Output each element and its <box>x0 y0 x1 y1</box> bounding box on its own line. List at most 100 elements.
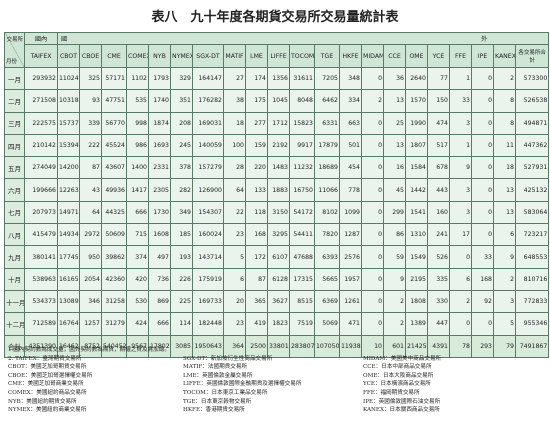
notes: 1.國內契約數為成交量，國外契約數為期貨，期權之買及賣加總。 2. TAIFEX… <box>8 346 548 415</box>
value-cell: 182448 <box>192 312 224 336</box>
value-cell: 14971 <box>57 200 80 225</box>
legend: 2. TAIFEX：臺灣期貨交易所 CBOT：美國芝加哥期貨交易所 CBOE：美國芝… <box>8 355 548 415</box>
value-cell: 126900 <box>192 178 224 202</box>
column-header: NYB <box>148 44 171 68</box>
value-cell: 118 <box>245 200 268 225</box>
month-cell: 四月 <box>4 133 25 158</box>
value-cell: 31279 <box>101 312 127 336</box>
value-cell: 1608 <box>148 223 171 247</box>
value-cell: 17802 <box>148 334 171 358</box>
column-header: LIFFE <box>267 44 290 68</box>
value-cell: 93 <box>79 89 102 113</box>
value-cell: 772833 <box>514 289 550 314</box>
value-cell: 174 <box>245 66 268 91</box>
value-cell: 0 <box>471 200 494 225</box>
value-cell: 6369 <box>314 289 340 314</box>
value-cell: 175919 <box>192 267 224 291</box>
group-header: 國外 <box>56 32 550 45</box>
month-cell: 十一月 <box>4 289 25 314</box>
value-cell: 43607 <box>101 156 127 180</box>
column-header: COMEX <box>126 44 149 68</box>
value-cell: 1570 <box>405 89 428 113</box>
value-cell: 497 <box>148 245 171 269</box>
value-cell: 10 <box>361 334 384 358</box>
column-header: MIDAM <box>361 44 384 68</box>
value-cell: 15823 <box>289 111 315 135</box>
value-cell: 2331 <box>148 156 171 180</box>
table-row: 三月 222575 15737 339 56770 998 1874 208 169031 18 2… <box>4 111 550 135</box>
value-cell: 0 <box>361 133 384 158</box>
value-cell: 6 <box>449 267 472 291</box>
value-cell: 494871 <box>514 111 550 135</box>
value-cell: 16165 <box>57 267 80 291</box>
value-cell: 114 <box>170 312 193 336</box>
value-cell: 210142 <box>24 133 58 158</box>
value-cell: 7519 <box>289 312 315 336</box>
value-cell: 1990 <box>405 111 428 135</box>
column-header: TOCOM <box>289 44 315 68</box>
value-cell: 351 <box>170 89 193 113</box>
value-cell: 6 <box>493 223 516 247</box>
value-cell: 8752 <box>79 334 102 358</box>
value-cell: 64 <box>223 178 246 202</box>
value-cell: 154307 <box>192 200 224 225</box>
value-cell: 736 <box>148 267 171 291</box>
value-cell: 199666 <box>24 178 58 202</box>
month-cell: 三月 <box>4 111 25 135</box>
value-cell: 241 <box>427 223 450 247</box>
value-cell: 666 <box>126 200 149 225</box>
value-cell: 6 <box>223 267 246 291</box>
month-cell: 一月 <box>4 66 25 91</box>
value-cell: 14934 <box>57 223 80 247</box>
value-cell: 534373 <box>24 289 58 314</box>
table-row: 七月 207973 14971 64 44325 666 1730 349 154307 22 11… <box>4 200 550 225</box>
value-cell: 3 <box>493 289 516 314</box>
value-cell: 6462 <box>314 89 340 113</box>
value-cell: 7820 <box>314 223 340 247</box>
column-header: NYMEX <box>170 44 193 68</box>
value-cell: 1808 <box>405 289 428 314</box>
legend-item: YCE：日本橫濱商品交易所 <box>363 381 431 388</box>
month-cell: 八月 <box>4 223 25 247</box>
value-cell: 955346 <box>514 312 550 336</box>
value-cell: 1102 <box>126 66 149 91</box>
table-row: 九月 380141 17745 950 39862 374 497 193 143714 5 172… <box>4 245 550 269</box>
value-cell: 159 <box>245 133 268 158</box>
value-cell: 21425 <box>405 334 428 358</box>
value-cell: 8 <box>493 89 516 113</box>
table-row: 十一月 534373 13089 346 31258 530 869 225 169733 20 3… <box>4 289 550 314</box>
month-cell: 六月 <box>4 178 25 202</box>
value-cell: 7205 <box>314 66 340 91</box>
month-cell: 五月 <box>4 156 25 180</box>
value-cell: 1740 <box>148 89 171 113</box>
value-cell: 0 <box>471 66 494 91</box>
value-cell: 6107 <box>267 245 290 269</box>
value-cell: 33801 <box>267 334 290 358</box>
value-cell: 1541 <box>405 200 428 225</box>
legend-item: LME：英國倫敦金屬交易所 <box>183 372 253 379</box>
value-cell: 57171 <box>101 66 127 91</box>
value-cell: 133 <box>245 178 268 202</box>
legend-item: TOCOM：日本東京工業品交易所 <box>183 389 268 396</box>
value-cell: 8102 <box>314 200 340 225</box>
value-cell: 12263 <box>57 178 80 202</box>
value-cell: 4351390 <box>24 334 58 358</box>
value-cell: 18 <box>223 111 246 135</box>
value-cell: 986 <box>126 133 149 158</box>
value-cell: 77 <box>427 66 450 91</box>
header-row: TAIFEX CBOT CBOE CME COMEX NYB NYMEX SGX-DT MATI… <box>5 44 550 68</box>
value-cell: 160024 <box>192 223 224 247</box>
legend-item: SGX-DT：新加坡衍生性商品交易所 <box>183 355 273 362</box>
value-cell: 47751 <box>101 89 127 113</box>
value-cell: 54411 <box>289 223 315 247</box>
value-cell: 1693 <box>148 133 171 158</box>
value-cell: 23 <box>223 223 246 247</box>
value-cell: 5069 <box>314 312 340 336</box>
value-cell: 474 <box>427 111 450 135</box>
value-cell: 1807 <box>405 133 428 158</box>
value-cell: 79 <box>493 334 516 358</box>
value-cell: 22 <box>223 200 246 225</box>
value-cell: 45524 <box>101 133 127 158</box>
value-cell: 15737 <box>57 111 80 135</box>
value-cell: 207973 <box>24 200 58 225</box>
